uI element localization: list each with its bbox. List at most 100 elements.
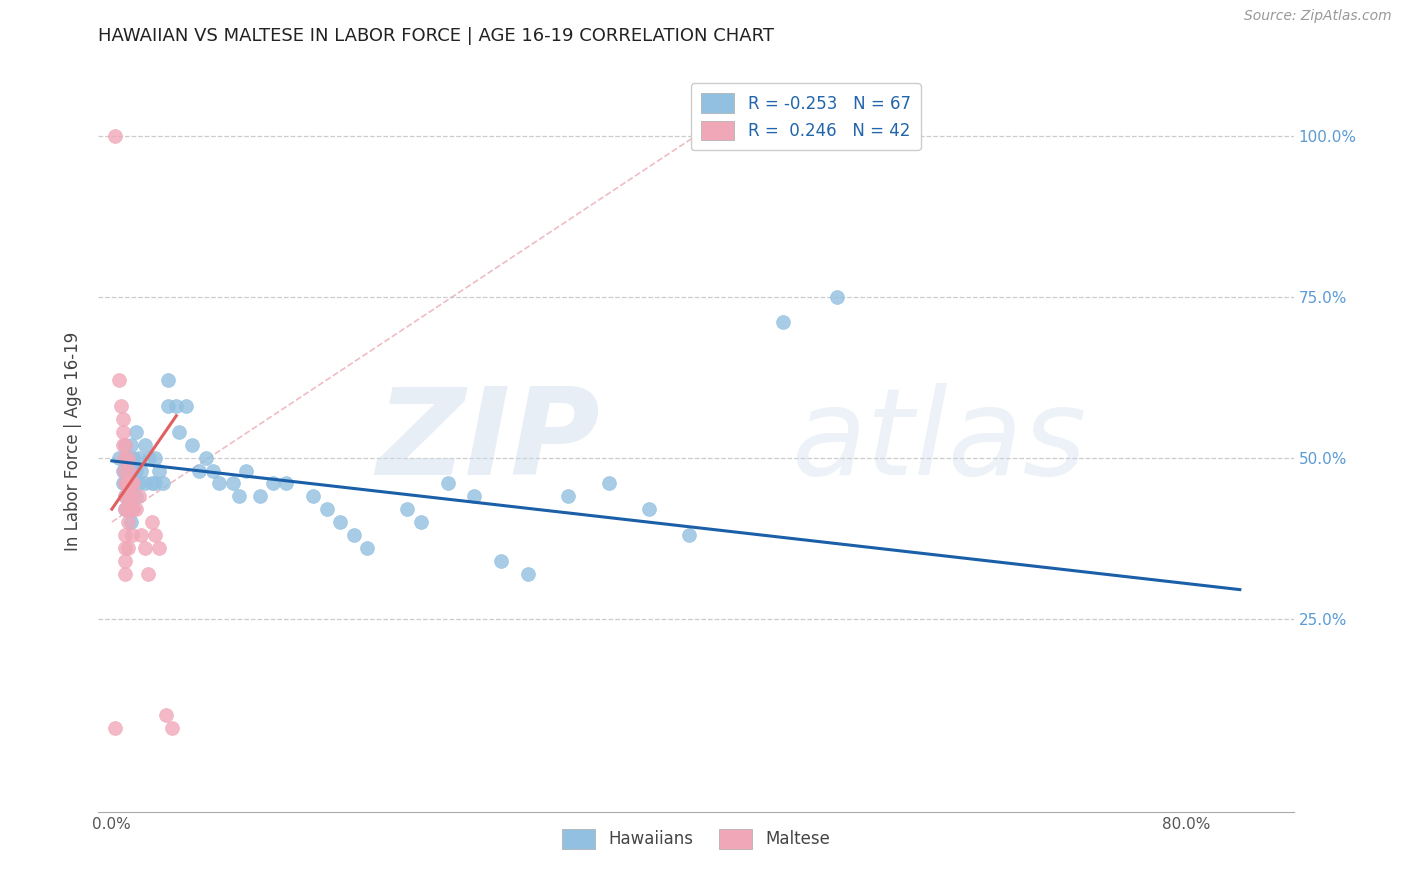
Point — [118, 489, 141, 503]
Point — [157, 373, 180, 387]
Point — [165, 399, 187, 413]
Point — [114, 554, 136, 568]
Point — [125, 502, 148, 516]
Point — [249, 489, 271, 503]
Point — [131, 463, 153, 477]
Point — [117, 476, 139, 491]
Point — [174, 399, 197, 413]
Point — [111, 412, 134, 426]
Point — [117, 541, 139, 555]
Point — [356, 541, 378, 555]
Point — [120, 515, 142, 529]
Point — [125, 425, 148, 439]
Point — [111, 476, 134, 491]
Point — [103, 128, 125, 143]
Point — [167, 425, 190, 439]
Text: HAWAIIAN VS MALTESE IN LABOR FORCE | AGE 16-19 CORRELATION CHART: HAWAIIAN VS MALTESE IN LABOR FORCE | AGE… — [98, 27, 775, 45]
Point — [131, 528, 153, 542]
Point — [598, 476, 620, 491]
Point — [143, 450, 166, 465]
Point — [148, 541, 170, 555]
Point — [121, 528, 143, 542]
Point — [114, 450, 136, 465]
Point — [103, 721, 125, 735]
Point — [114, 476, 136, 491]
Point — [117, 450, 139, 465]
Point — [117, 489, 139, 503]
Point — [638, 502, 661, 516]
Point — [134, 476, 156, 491]
Point — [162, 721, 184, 735]
Point — [235, 463, 257, 477]
Point — [110, 399, 132, 413]
Point — [125, 489, 148, 503]
Point — [114, 438, 136, 452]
Point — [117, 515, 139, 529]
Point — [141, 515, 163, 529]
Point — [107, 373, 129, 387]
Point — [114, 502, 136, 516]
Point — [134, 438, 156, 452]
Point — [315, 502, 337, 516]
Point — [128, 450, 150, 465]
Point — [125, 463, 148, 477]
Point — [396, 502, 419, 516]
Point — [122, 476, 145, 491]
Point — [143, 528, 166, 542]
Point — [436, 476, 458, 491]
Point — [208, 476, 231, 491]
Y-axis label: In Labor Force | Age 16-19: In Labor Force | Age 16-19 — [65, 332, 83, 551]
Point — [409, 515, 432, 529]
Point — [120, 502, 142, 516]
Text: ZIP: ZIP — [377, 383, 600, 500]
Point — [772, 315, 794, 329]
Point — [138, 450, 160, 465]
Point — [112, 450, 135, 465]
Point — [111, 463, 134, 477]
Point — [114, 463, 136, 477]
Point — [114, 489, 136, 503]
Point — [463, 489, 485, 503]
Point — [128, 476, 150, 491]
Point — [117, 489, 139, 503]
Point — [118, 463, 141, 477]
Legend: Hawaiians, Maltese: Hawaiians, Maltese — [555, 822, 837, 855]
Point — [107, 450, 129, 465]
Point — [114, 489, 136, 503]
Point — [152, 476, 174, 491]
Point — [825, 290, 848, 304]
Point — [517, 566, 540, 581]
Point — [678, 528, 700, 542]
Text: atlas: atlas — [792, 383, 1087, 500]
Point — [136, 566, 159, 581]
Point — [122, 476, 145, 491]
Point — [122, 502, 145, 516]
Point — [491, 554, 513, 568]
Text: Source: ZipAtlas.com: Source: ZipAtlas.com — [1244, 9, 1392, 23]
Point — [557, 489, 579, 503]
Point — [201, 463, 224, 477]
Point — [117, 502, 139, 516]
Point — [115, 502, 138, 516]
Point — [302, 489, 325, 503]
Point — [329, 515, 352, 529]
Point — [228, 489, 250, 503]
Point — [114, 566, 136, 581]
Point — [121, 489, 143, 503]
Point — [128, 489, 150, 503]
Point — [120, 476, 142, 491]
Point — [276, 476, 298, 491]
Point — [122, 450, 145, 465]
Point — [194, 450, 217, 465]
Point — [114, 476, 136, 491]
Point — [262, 476, 284, 491]
Point — [112, 463, 135, 477]
Point — [111, 438, 134, 452]
Point — [114, 438, 136, 452]
Point — [188, 463, 211, 477]
Point — [120, 438, 142, 452]
Point — [114, 528, 136, 542]
Point — [117, 450, 139, 465]
Point — [120, 463, 142, 477]
Point — [342, 528, 364, 542]
